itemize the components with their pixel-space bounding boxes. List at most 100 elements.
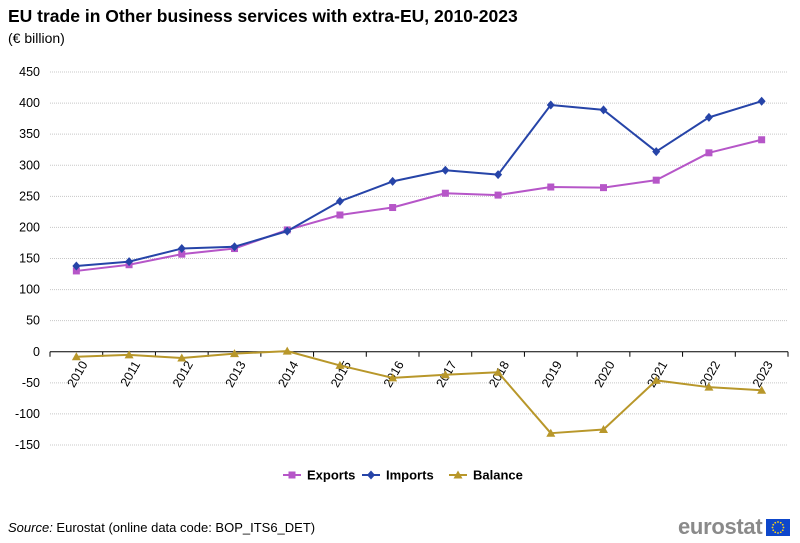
- series-group: [71, 96, 767, 437]
- logo-text: eurostat: [678, 514, 763, 539]
- flag-star: [774, 530, 777, 533]
- balance-line: [76, 350, 762, 435]
- legend-item-imports: Imports: [362, 468, 434, 483]
- x-tick-label: 2012: [170, 359, 196, 390]
- source-label: Source:: [8, 520, 53, 535]
- imports-point: [72, 261, 81, 271]
- flag-star: [782, 523, 785, 526]
- balance-point: [757, 385, 767, 394]
- exports-point: [652, 176, 660, 184]
- series-balance: [71, 346, 767, 437]
- balance-point: [71, 352, 81, 361]
- y-tick-label: 250: [19, 189, 40, 203]
- series-exports: [72, 136, 766, 275]
- x-tick-label: 2023: [750, 359, 776, 390]
- eurostat-logo: eurostat: [678, 514, 791, 540]
- x-tick-label: 2019: [539, 359, 565, 390]
- y-tick-label: 0: [33, 345, 40, 359]
- y-tick-label: 350: [19, 127, 40, 141]
- legend-label-exports: Exports: [307, 468, 355, 483]
- x-tick-label: 2016: [381, 359, 407, 390]
- flag-star: [777, 520, 780, 523]
- exports-line: [76, 138, 762, 272]
- exports-point: [178, 250, 186, 258]
- balance-point: [124, 350, 134, 359]
- legend-marker-imports: [367, 470, 375, 480]
- y-tick-label: 150: [19, 252, 40, 266]
- x-tick-label: 2020: [592, 359, 618, 390]
- imports-line: [76, 100, 762, 267]
- exports-point: [758, 136, 766, 144]
- balance-point: [177, 353, 187, 362]
- x-tick-label: 2014: [275, 359, 301, 390]
- balance-point: [704, 382, 714, 391]
- imports-point: [704, 112, 713, 122]
- balance-point: [546, 428, 556, 437]
- flag-star: [772, 523, 775, 526]
- chart-subtitle: (€ billion): [8, 30, 65, 46]
- imports-point: [546, 100, 555, 110]
- flag-star: [783, 526, 785, 528]
- flag-star: [772, 526, 774, 528]
- exports-point: [705, 149, 713, 157]
- flag-star: [780, 521, 783, 524]
- balance-point: [282, 346, 292, 355]
- flag-star: [772, 528, 775, 531]
- eu-flag-icon: [766, 518, 791, 536]
- flag-star: [782, 528, 785, 531]
- balance-point: [651, 375, 661, 384]
- exports-point: [600, 184, 607, 192]
- legend-label-imports: Imports: [386, 468, 434, 483]
- x-tick-label: 2011: [118, 359, 144, 389]
- legend-marker-exports: [288, 471, 296, 479]
- exports-point: [72, 267, 80, 275]
- imports-point: [494, 170, 503, 180]
- imports-point: [757, 96, 766, 106]
- exports-point: [441, 189, 449, 197]
- x-tick-label: 2013: [223, 359, 249, 390]
- imports-point: [335, 196, 344, 206]
- x-tick-label: 2021: [644, 359, 670, 390]
- exports-point: [547, 183, 555, 191]
- line-chart: -150 -100 -50 0 50 100 150 200 250 300 350 400 450 2…: [15, 65, 789, 483]
- imports-point: [177, 244, 186, 254]
- balance-point: [388, 373, 398, 382]
- chart-title: EU trade in Other business services with…: [8, 6, 518, 26]
- y-tick-label: 100: [19, 283, 40, 297]
- y-tick-label: -50: [22, 376, 40, 390]
- balance-point: [335, 360, 345, 369]
- source-text: Eurostat (online data code: BOP_ITS6_DET…: [52, 520, 316, 535]
- gridlines: [50, 71, 788, 446]
- imports-point: [125, 257, 134, 267]
- imports-point: [388, 176, 397, 186]
- flag-star: [780, 530, 783, 533]
- y-tick-label: 450: [19, 65, 40, 79]
- source-note: Source: Eurostat (online data code: BOP_…: [8, 520, 315, 535]
- exports-point: [389, 204, 397, 212]
- y-tick-label: -100: [15, 407, 40, 421]
- balance-point: [599, 424, 608, 433]
- y-tick-label: 50: [26, 314, 40, 328]
- balance-point: [230, 349, 239, 358]
- y-tick-label: 300: [19, 158, 40, 172]
- imports-point: [230, 242, 239, 252]
- imports-point: [652, 147, 661, 157]
- legend-marker-balance: [453, 470, 463, 479]
- imports-point: [599, 105, 608, 115]
- x-tick-label: 2010: [65, 359, 91, 390]
- y-axis-ticks: -150 -100 -50 0 50 100 150 200 250 300 350 400 450: [15, 65, 40, 452]
- y-tick-label: -150: [15, 438, 40, 452]
- legend-item-balance: Balance: [449, 468, 523, 483]
- balance-point: [440, 370, 450, 379]
- exports-point: [494, 191, 502, 199]
- exports-point: [336, 211, 344, 219]
- flag-star: [777, 531, 780, 534]
- series-imports: [72, 96, 766, 271]
- y-tick-label: 200: [19, 220, 40, 234]
- imports-point: [441, 165, 450, 175]
- flag-star: [774, 521, 777, 524]
- legend: Exports Imports Balance: [283, 468, 523, 483]
- legend-item-exports: Exports: [283, 468, 355, 483]
- balance-point: [493, 367, 503, 376]
- legend-label-balance: Balance: [473, 468, 523, 483]
